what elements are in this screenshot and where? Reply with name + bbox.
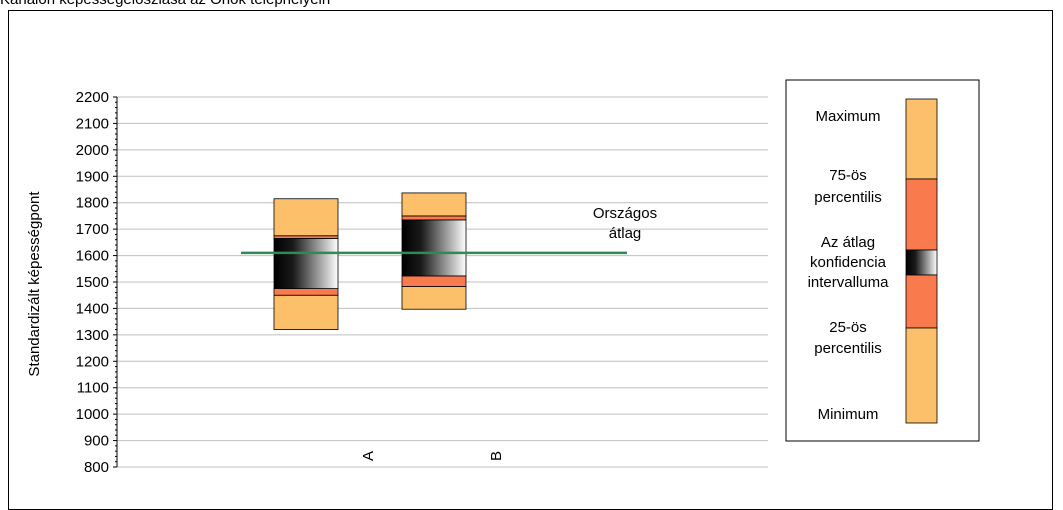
legend-p75-line1: 75-ös: [829, 167, 867, 184]
legend-ci-line2: konfidencia: [810, 254, 887, 271]
y-tick-label: 2100: [76, 115, 109, 132]
legend-ci-line1: Az átlag: [821, 234, 875, 251]
y-tick-label: 1800: [76, 195, 109, 212]
boxes-layer: [273, 192, 467, 330]
y-tick-label: 2200: [76, 89, 109, 106]
legend-p25-band: [905, 274, 938, 329]
reference-label-line2: átlag: [609, 225, 642, 242]
box-min-p25: [401, 286, 467, 310]
y-tick-label: 1600: [76, 248, 109, 265]
y-tick-label: 2000: [76, 142, 109, 159]
y-tick-label: 900: [84, 433, 109, 450]
legend: Maximum 75-ös percentilis Az átlag konfi…: [785, 79, 980, 442]
box-p25-ci: [273, 288, 339, 296]
box-min-p25: [273, 294, 339, 330]
legend-min-band: [905, 327, 938, 424]
y-tick-label: 1300: [76, 327, 109, 344]
box-A: [273, 198, 339, 330]
y-tick-label: 1100: [77, 380, 109, 397]
legend-minimum: Minimum: [818, 406, 879, 423]
chart-title: Kanalón képességeloszlása az Önök teleph…: [0, 0, 330, 9]
box-B: [401, 192, 467, 310]
y-axis: 800 900 1000 1100 1200 1300 1400 1500 1600 1700 18…: [76, 89, 118, 476]
y-tick-label: 1400: [76, 300, 109, 317]
legend-ci-band: [905, 249, 938, 276]
legend-ci-line3: intervalluma: [808, 274, 890, 291]
legend-frame: [785, 79, 980, 442]
legend-max-band: [905, 98, 938, 180]
box-p75-max: [273, 198, 339, 237]
y-tick-label: 1900: [76, 168, 109, 185]
category-label: A: [360, 451, 377, 461]
reference-label-line1: Országos: [593, 205, 657, 222]
box-p25-ci: [401, 275, 467, 287]
legend-p25-line2: percentilis: [814, 340, 882, 357]
y-tick-label: 1700: [76, 221, 109, 238]
legend-p75-band: [905, 178, 938, 251]
box-ci: [273, 237, 339, 290]
y-tick-label: 1200: [76, 353, 109, 370]
y-tick-label: 800: [84, 459, 109, 476]
legend-p75-line2: percentilis: [814, 189, 882, 206]
box-ci-p75: [401, 215, 467, 221]
legend-maximum: Maximum: [815, 108, 880, 125]
y-tick-label: 1000: [76, 406, 109, 423]
y-tick-label: 1500: [76, 274, 109, 291]
y-axis-label: Standardizált képességpont: [26, 191, 43, 377]
legend-p25-line1: 25-ös: [829, 319, 867, 336]
category-label: B: [488, 451, 505, 461]
box-p75-max: [401, 192, 467, 217]
box-ci: [401, 219, 467, 277]
